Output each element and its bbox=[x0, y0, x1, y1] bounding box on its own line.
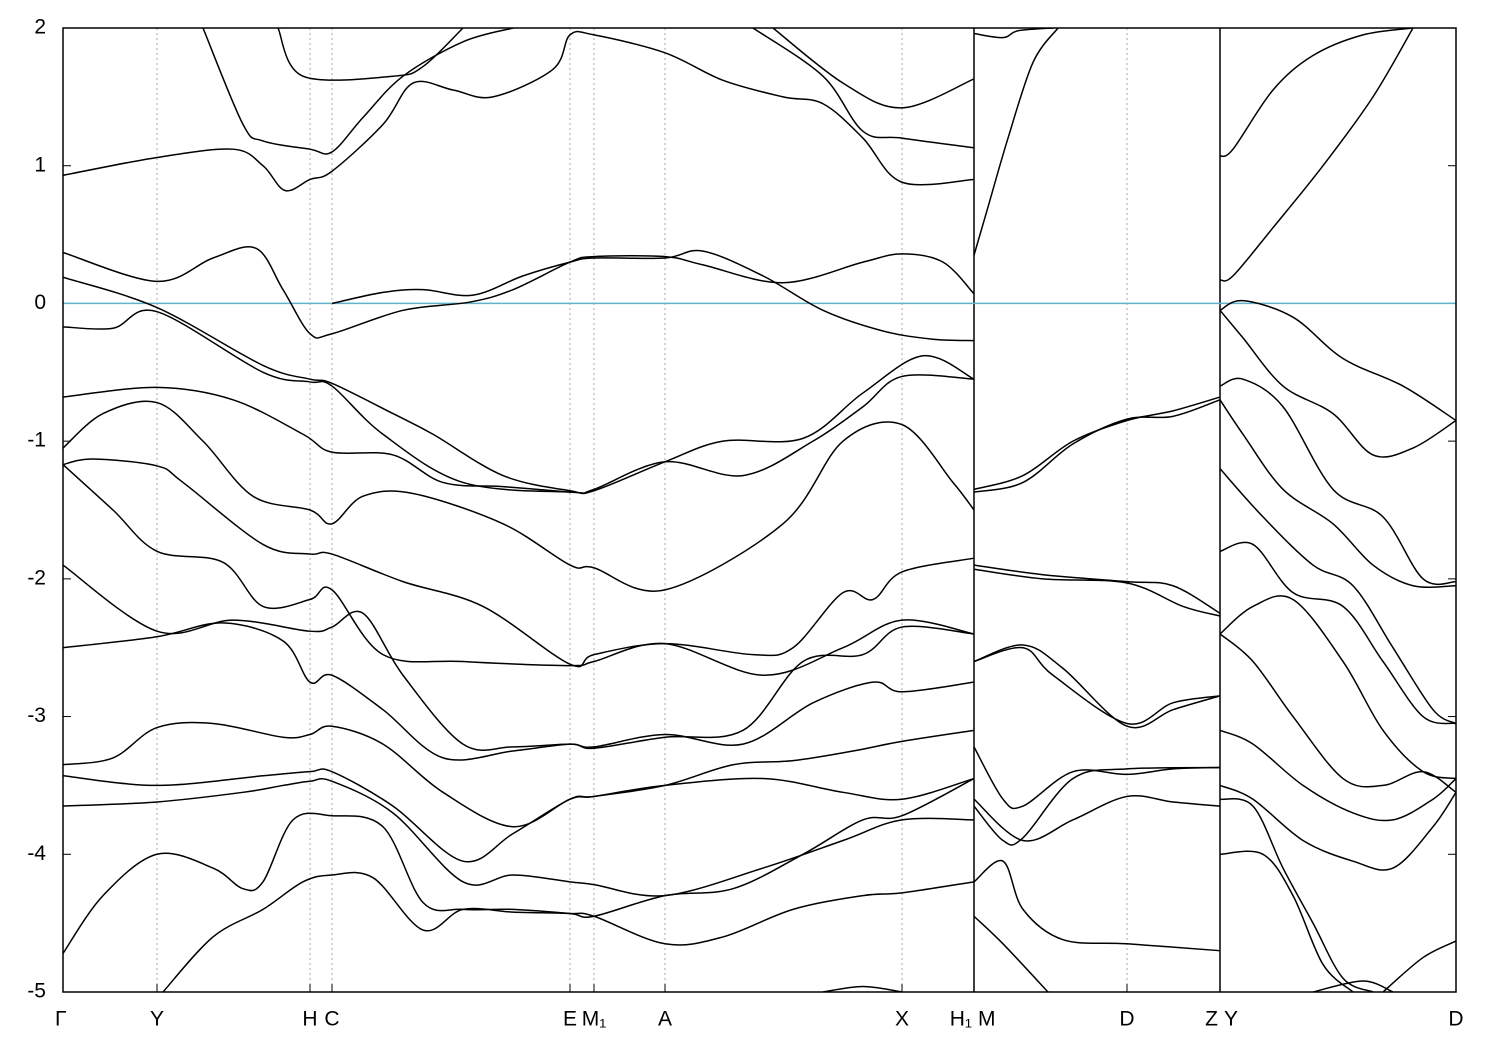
band-line bbox=[63, 777, 975, 954]
bands bbox=[63, 28, 1456, 992]
x-tick-label: D bbox=[1448, 1008, 1463, 1031]
band-line bbox=[63, 458, 975, 668]
band-line bbox=[973, 746, 1221, 810]
plot-frame bbox=[62, 27, 1457, 993]
band-line bbox=[752, 28, 975, 149]
y-tick-label: -1 bbox=[27, 429, 46, 452]
band-line bbox=[277, 28, 464, 81]
y-tick-label: -3 bbox=[27, 704, 46, 727]
band-line bbox=[1219, 784, 1456, 871]
x-tick-label: Γ bbox=[55, 1008, 67, 1031]
band-line bbox=[1219, 850, 1354, 992]
band-line bbox=[973, 795, 1221, 842]
band-line bbox=[1219, 541, 1456, 725]
band-line bbox=[63, 768, 975, 863]
x-tick-label: M₁ bbox=[582, 1008, 607, 1031]
x-tick-label: M bbox=[978, 1008, 996, 1031]
band-line bbox=[1219, 798, 1374, 992]
band-line bbox=[973, 28, 1054, 39]
band-line bbox=[63, 564, 975, 751]
band-line bbox=[202, 28, 514, 155]
band-line bbox=[63, 30, 975, 192]
x-tick-label: Z bbox=[1205, 1008, 1218, 1031]
band-line bbox=[1219, 299, 1456, 422]
band-line bbox=[1219, 595, 1456, 780]
band-line bbox=[1219, 28, 1414, 158]
band-line bbox=[973, 766, 1221, 846]
band-line bbox=[63, 246, 975, 339]
x-tick-label: E bbox=[563, 1008, 577, 1031]
band-line bbox=[162, 871, 975, 992]
band-line bbox=[973, 644, 1221, 729]
band-line bbox=[63, 276, 975, 495]
band-line bbox=[1219, 633, 1456, 793]
x-tick-label: H bbox=[302, 1008, 317, 1031]
x-tick-label: X bbox=[895, 1008, 909, 1031]
band-line bbox=[1219, 399, 1456, 589]
band-line bbox=[63, 309, 975, 494]
x-tick-label: C bbox=[324, 1008, 339, 1031]
x-tick-label: Y bbox=[1224, 1008, 1238, 1031]
band-line bbox=[973, 399, 1221, 493]
band-line bbox=[973, 396, 1221, 491]
band-line bbox=[973, 859, 1221, 952]
band-line bbox=[973, 28, 1059, 256]
y-tick-label: -5 bbox=[27, 980, 46, 1003]
band-line bbox=[822, 985, 903, 992]
y-tick-label: 2 bbox=[34, 16, 46, 39]
band-line bbox=[772, 28, 975, 109]
x-tick-label: Y bbox=[150, 1008, 164, 1031]
band-line bbox=[1382, 940, 1456, 992]
band-line bbox=[1219, 377, 1456, 586]
band-line bbox=[63, 721, 975, 828]
band-line bbox=[63, 778, 975, 897]
band-line bbox=[63, 400, 975, 592]
band-line bbox=[1219, 729, 1456, 822]
band-line bbox=[973, 564, 1221, 614]
band-line bbox=[1219, 309, 1456, 458]
y-tick-label: 1 bbox=[34, 153, 46, 176]
band-line bbox=[973, 915, 1049, 992]
x-tick-label: H₁ bbox=[950, 1008, 972, 1031]
x-tick-label: D bbox=[1119, 1008, 1134, 1031]
x-tick-label: A bbox=[658, 1008, 672, 1031]
band-line bbox=[63, 386, 571, 493]
band-line bbox=[973, 568, 1221, 617]
band-line bbox=[1219, 468, 1456, 725]
y-tick-label: 0 bbox=[34, 291, 46, 314]
band-line bbox=[63, 622, 975, 761]
band-line bbox=[63, 463, 975, 677]
y-tick-label: -4 bbox=[27, 842, 46, 865]
band-line bbox=[973, 646, 1221, 725]
y-tick-label: -2 bbox=[27, 566, 46, 589]
band-line bbox=[1219, 28, 1414, 282]
band-line bbox=[331, 249, 975, 342]
